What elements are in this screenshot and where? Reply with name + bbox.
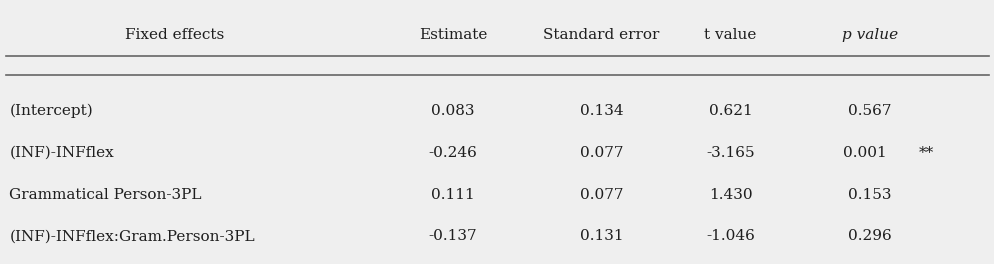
Text: Estimate: Estimate: [418, 28, 486, 42]
Text: 0.083: 0.083: [430, 104, 474, 118]
Text: 0.134: 0.134: [580, 104, 623, 118]
Text: 0.001: 0.001: [842, 146, 886, 160]
Text: **: **: [918, 146, 933, 160]
Text: -3.165: -3.165: [706, 146, 754, 160]
Text: (INF)-INFflex:Gram.Person-3PL: (INF)-INFflex:Gram.Person-3PL: [9, 229, 254, 243]
Text: 0.077: 0.077: [580, 146, 623, 160]
Text: -0.246: -0.246: [428, 146, 477, 160]
Text: 0.131: 0.131: [580, 229, 623, 243]
Text: 1.430: 1.430: [708, 188, 751, 202]
Text: Fixed effects: Fixed effects: [125, 28, 225, 42]
Text: -1.046: -1.046: [706, 229, 754, 243]
Text: -0.137: -0.137: [428, 229, 477, 243]
Text: 0.077: 0.077: [580, 188, 623, 202]
Text: 0.153: 0.153: [847, 188, 891, 202]
Text: (Intercept): (Intercept): [9, 104, 93, 118]
Text: 0.111: 0.111: [430, 188, 474, 202]
Text: t value: t value: [704, 28, 756, 42]
Text: Grammatical Person-3PL: Grammatical Person-3PL: [9, 188, 202, 202]
Text: 0.621: 0.621: [708, 104, 751, 118]
Text: Standard error: Standard error: [543, 28, 659, 42]
Text: 0.296: 0.296: [847, 229, 891, 243]
Text: (INF)-INFflex: (INF)-INFflex: [9, 146, 114, 160]
Text: p value: p value: [841, 28, 897, 42]
Text: 0.567: 0.567: [847, 104, 891, 118]
